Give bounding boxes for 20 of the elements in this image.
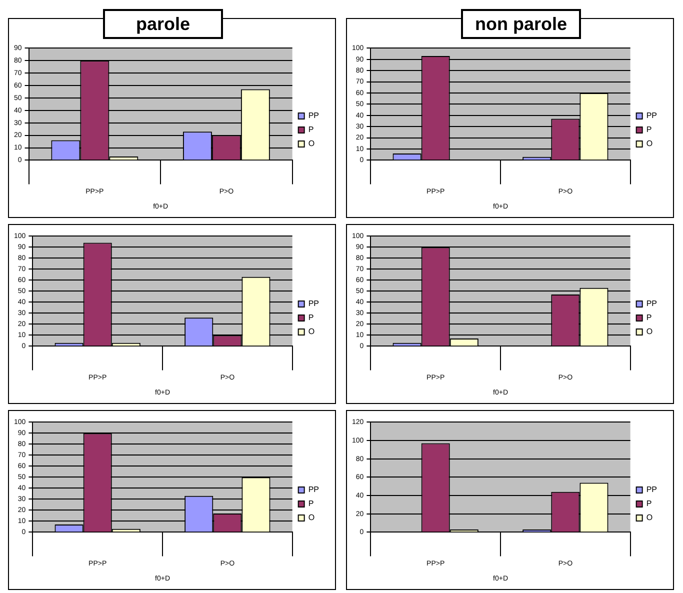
legend-label: O [308, 513, 315, 522]
legend-label: P [308, 313, 314, 322]
legend-label: PP [646, 111, 657, 120]
legend-label: P [646, 313, 652, 322]
legend-label: O [646, 139, 653, 148]
legend-label: PP [308, 485, 319, 494]
chart-title: parole [103, 9, 223, 39]
legend-label: PP [646, 485, 657, 494]
legend-label: O [308, 139, 315, 148]
legend-label: P [308, 125, 314, 134]
legend-label: O [646, 513, 653, 522]
legend-label: PP [308, 111, 319, 120]
legend-label: P [308, 499, 314, 508]
legend-label: P [646, 125, 652, 134]
legend-label: PP [308, 299, 319, 308]
legend-label: O [308, 327, 315, 336]
legend-label: P [646, 499, 652, 508]
legend-label: O [646, 327, 653, 336]
legend-label: PP [646, 299, 657, 308]
chart-title: non parole [461, 9, 581, 39]
